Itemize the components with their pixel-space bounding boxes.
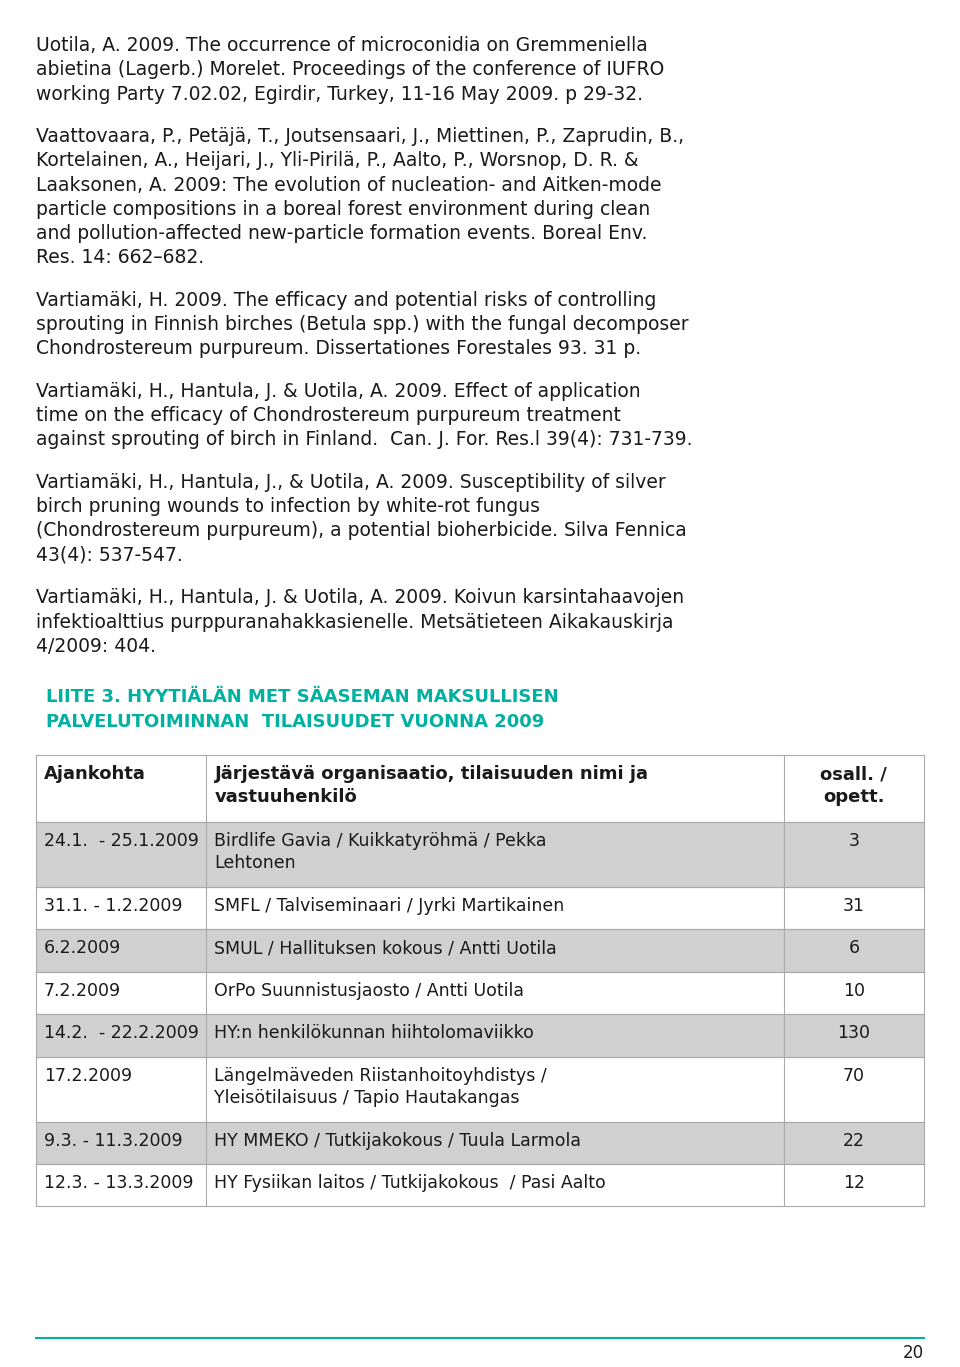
- Text: against sprouting of birch in Finland.  Can. J. For. Res.l 39(4): 731-739.: against sprouting of birch in Finland. C…: [36, 431, 692, 450]
- Text: Vartiamäki, H., Hantula, J. & Uotila, A. 2009. Effect of application: Vartiamäki, H., Hantula, J. & Uotila, A.…: [36, 381, 640, 401]
- Text: Lehtonen: Lehtonen: [214, 854, 296, 872]
- Text: and pollution-affected new-particle formation events. Boreal Env.: and pollution-affected new-particle form…: [36, 224, 647, 243]
- Text: opett.: opett.: [823, 789, 884, 807]
- Text: 31: 31: [843, 897, 865, 915]
- Text: 43(4): 537-547.: 43(4): 537-547.: [36, 545, 182, 565]
- Text: sprouting in Finnish birches (Betula spp.) with the fungal decomposer: sprouting in Finnish birches (Betula spp…: [36, 316, 688, 334]
- Text: 12: 12: [843, 1174, 865, 1192]
- Text: abietina (Lagerb.) Morelet. Proceedings of the conference of IUFRO: abietina (Lagerb.) Morelet. Proceedings …: [36, 60, 664, 79]
- Bar: [36, 755, 924, 822]
- Text: 3: 3: [849, 831, 859, 850]
- Text: birch pruning wounds to infection by white-rot fungus: birch pruning wounds to infection by whi…: [36, 498, 540, 517]
- Bar: [36, 1163, 924, 1207]
- Bar: [36, 972, 924, 1014]
- Bar: [36, 1057, 924, 1121]
- Text: vastuuhenkilö: vastuuhenkilö: [214, 789, 357, 807]
- Text: SMUL / Hallituksen kokous / Antti Uotila: SMUL / Hallituksen kokous / Antti Uotila: [214, 939, 557, 957]
- Text: Yleisötilaisuus / Tapio Hautakangas: Yleisötilaisuus / Tapio Hautakangas: [214, 1089, 520, 1107]
- Text: Kortelainen, A., Heijari, J., Yli-Pirilä, P., Aalto, P., Worsnop, D. R. &: Kortelainen, A., Heijari, J., Yli-Pirilä…: [36, 152, 638, 171]
- Text: (Chondrostereum purpureum), a potential bioherbicide. Silva Fennica: (Chondrostereum purpureum), a potential …: [36, 521, 686, 540]
- Text: 17.2.2009: 17.2.2009: [44, 1066, 132, 1084]
- Text: infektioalttius purppuranahakkasienelle. Metsätieteen Aikakauskirja: infektioalttius purppuranahakkasienelle.…: [36, 612, 674, 632]
- Text: time on the efficacy of Chondrostereum purpureum treatment: time on the efficacy of Chondrostereum p…: [36, 406, 621, 425]
- Text: 70: 70: [843, 1066, 865, 1084]
- Text: 22: 22: [843, 1132, 865, 1150]
- Text: Vartiamäki, H. 2009. The efficacy and potential risks of controlling: Vartiamäki, H. 2009. The efficacy and po…: [36, 291, 657, 310]
- Text: 7.2.2009: 7.2.2009: [44, 982, 121, 999]
- Text: 9.3. - 11.3.2009: 9.3. - 11.3.2009: [44, 1132, 182, 1150]
- Text: Uotila, A. 2009. The occurrence of microconidia on Gremmeniella: Uotila, A. 2009. The occurrence of micro…: [36, 36, 648, 55]
- Text: Laaksonen, A. 2009: The evolution of nucleation- and Aitken-mode: Laaksonen, A. 2009: The evolution of nuc…: [36, 175, 661, 194]
- Text: working Party 7.02.02, Egirdir, Turkey, 11-16 May 2009. p 29-32.: working Party 7.02.02, Egirdir, Turkey, …: [36, 85, 643, 104]
- Text: LIITE 3. HYYTIÄLÄN MET SÄASEMAN MAKSULLISEN: LIITE 3. HYYTIÄLÄN MET SÄASEMAN MAKSULLI…: [46, 689, 559, 707]
- Text: 4/2009: 404.: 4/2009: 404.: [36, 637, 156, 656]
- Text: Ajankohta: Ajankohta: [44, 766, 146, 783]
- Text: Järjestävä organisaatio, tilaisuuden nimi ja: Järjestävä organisaatio, tilaisuuden nim…: [214, 766, 649, 783]
- Text: Vaattovaara, P., Petäjä, T., Joutsensaari, J., Miettinen, P., Zaprudin, B.,: Vaattovaara, P., Petäjä, T., Joutsensaar…: [36, 127, 684, 146]
- Text: Chondrostereum purpureum. Dissertationes Forestales 93. 31 p.: Chondrostereum purpureum. Dissertationes…: [36, 339, 641, 358]
- Bar: [36, 1121, 924, 1163]
- Text: SMFL / Talviseminaari / Jyrki Martikainen: SMFL / Talviseminaari / Jyrki Martikaine…: [214, 897, 564, 915]
- Text: 20: 20: [902, 1344, 924, 1362]
- Text: OrPo Suunnistusjaosto / Antti Uotila: OrPo Suunnistusjaosto / Antti Uotila: [214, 982, 524, 999]
- Text: 31.1. - 1.2.2009: 31.1. - 1.2.2009: [44, 897, 182, 915]
- Text: 24.1.  - 25.1.2009: 24.1. - 25.1.2009: [44, 831, 199, 850]
- Text: 6: 6: [849, 939, 859, 957]
- Text: 14.2.  - 22.2.2009: 14.2. - 22.2.2009: [44, 1024, 199, 1042]
- Text: 10: 10: [843, 982, 865, 999]
- Text: osall. /: osall. /: [821, 766, 887, 783]
- Text: 6.2.2009: 6.2.2009: [44, 939, 121, 957]
- Text: PALVELUTOIMINNAN  TILAISUUDET VUONNA 2009: PALVELUTOIMINNAN TILAISUUDET VUONNA 2009: [46, 712, 544, 730]
- Text: Res. 14: 662–682.: Res. 14: 662–682.: [36, 249, 204, 268]
- Text: particle compositions in a boreal forest environment during clean: particle compositions in a boreal forest…: [36, 200, 650, 219]
- Bar: [36, 822, 924, 887]
- Text: 130: 130: [837, 1024, 871, 1042]
- Text: Vartiamäki, H., Hantula, J., & Uotila, A. 2009. Susceptibility of silver: Vartiamäki, H., Hantula, J., & Uotila, A…: [36, 473, 665, 492]
- Text: Vartiamäki, H., Hantula, J. & Uotila, A. 2009. Koivun karsintahaavojen: Vartiamäki, H., Hantula, J. & Uotila, A.…: [36, 588, 684, 607]
- Text: Längelmäveden Riistanhoitoyhdistys /: Längelmäveden Riistanhoitoyhdistys /: [214, 1066, 547, 1084]
- Text: HY MMEKO / Tutkijakokous / Tuula Larmola: HY MMEKO / Tutkijakokous / Tuula Larmola: [214, 1132, 582, 1150]
- Text: HY Fysiikan laitos / Tutkijakokous  / Pasi Aalto: HY Fysiikan laitos / Tutkijakokous / Pas…: [214, 1174, 607, 1192]
- Bar: [36, 1014, 924, 1057]
- Text: 12.3. - 13.3.2009: 12.3. - 13.3.2009: [44, 1174, 194, 1192]
- Text: Birdlife Gavia / Kuikkatyröhmä / Pekka: Birdlife Gavia / Kuikkatyröhmä / Pekka: [214, 831, 547, 850]
- Text: HY:n henkilökunnan hiihtolomaviikko: HY:n henkilökunnan hiihtolomaviikko: [214, 1024, 535, 1042]
- Bar: [36, 887, 924, 930]
- Bar: [36, 930, 924, 972]
